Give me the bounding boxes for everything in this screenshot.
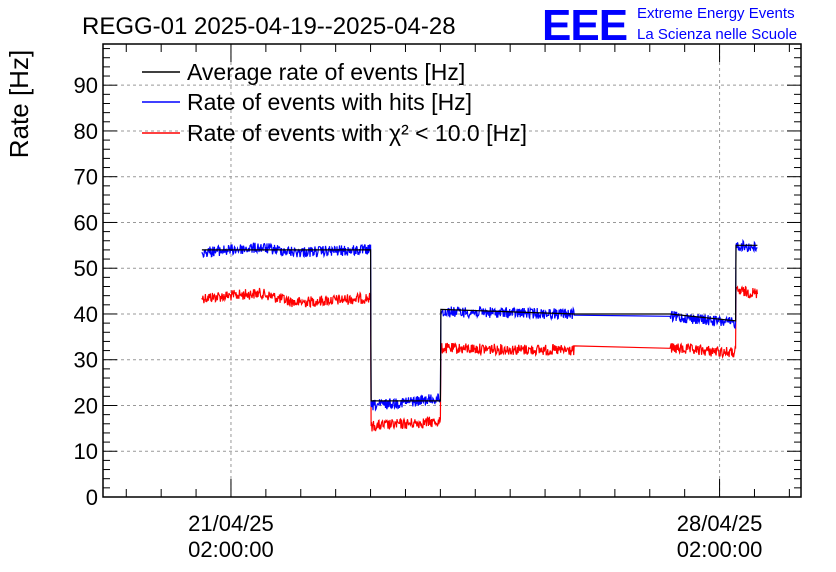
series-line-2 <box>201 285 758 432</box>
series-line-1 <box>201 238 758 412</box>
x-tick-label-0-time: 02:00:00 <box>188 537 274 562</box>
chart-title: REGG-01 2025-04-19--2025-04-28 <box>82 13 456 40</box>
series-layer <box>201 238 758 432</box>
y-tick-labels: 0 10 20 30 40 50 60 70 80 90 <box>74 73 98 510</box>
x-tick-label-1-time: 02:00:00 <box>677 537 763 562</box>
logo-line-2: La Scienza nelle Scuole <box>637 26 797 43</box>
y-axis-title: Rate [Hz] <box>4 50 34 158</box>
y-tick-label-3: 30 <box>74 348 98 373</box>
y-tick-label-0: 0 <box>86 485 98 510</box>
y-tick-label-4: 40 <box>74 302 98 327</box>
series-line-0 <box>201 244 758 402</box>
plot-frame <box>102 43 802 498</box>
legend: Average rate of events [Hz] Rate of event… <box>142 59 527 146</box>
y-tick-label-5: 50 <box>74 256 98 281</box>
legend-label-0: Average rate of events [Hz] <box>187 59 465 85</box>
y-tick-label-7: 70 <box>74 165 98 190</box>
logo-mark: EEE <box>542 1 627 50</box>
y-tick-label-2: 20 <box>74 393 98 418</box>
logo-line-1: Extreme Energy Events <box>637 5 795 22</box>
legend-label-1: Rate of events with hits [Hz] <box>187 89 472 115</box>
x-tick-label-0-date: 21/04/25 <box>188 511 274 536</box>
eee-logo: EEE Extreme Energy Events La Scienza nel… <box>542 1 797 50</box>
axis-ticks <box>103 44 801 498</box>
y-tick-label-1: 10 <box>74 439 98 464</box>
y-tick-label-6: 60 <box>74 210 98 235</box>
legend-label-2: Rate of events with χ² < 10.0 [Hz] <box>187 120 527 146</box>
y-tick-label-9: 90 <box>74 73 98 98</box>
x-tick-label-1-date: 28/04/25 <box>677 511 763 536</box>
y-tick-label-8: 80 <box>74 119 98 144</box>
